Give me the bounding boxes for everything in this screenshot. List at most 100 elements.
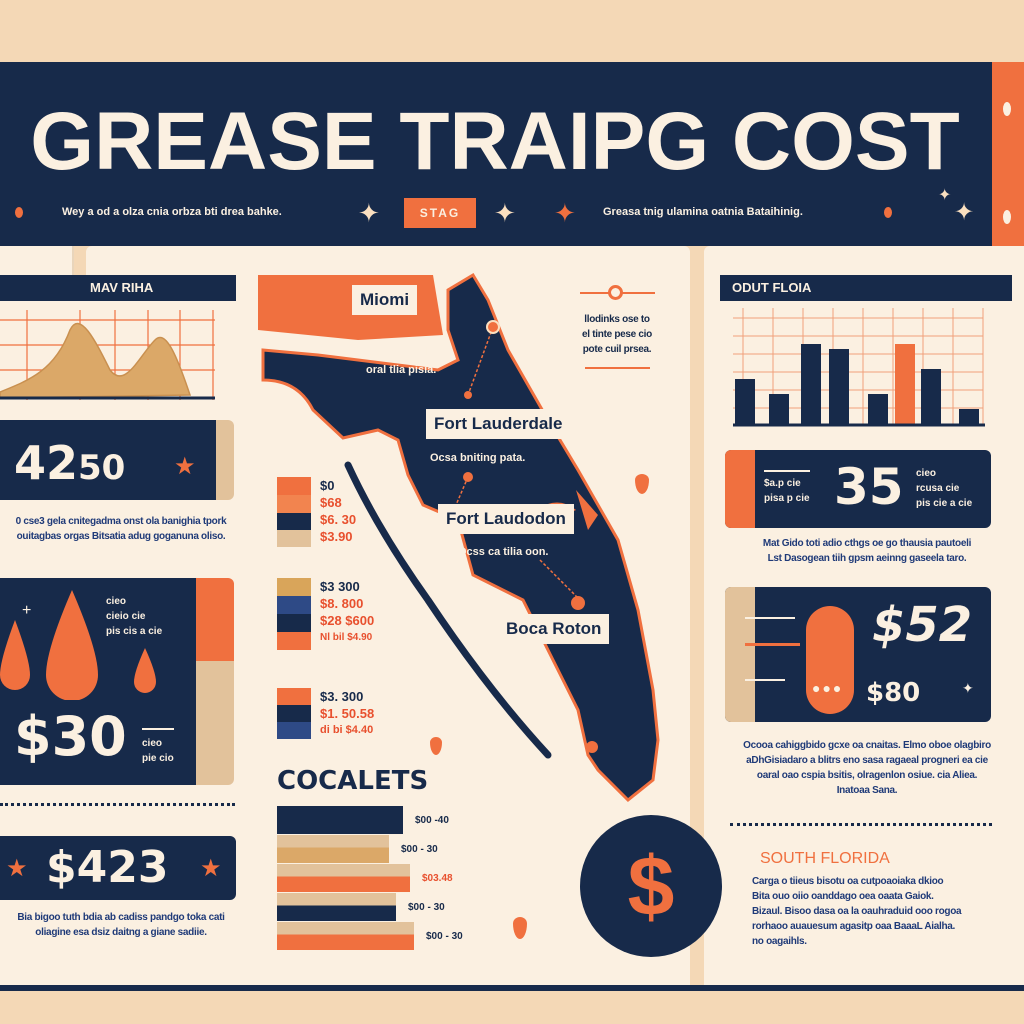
star-icon: ★ xyxy=(200,855,222,882)
text-line: rorhaoo auauesum agasitp oaa BaaaL Aialh… xyxy=(752,921,956,932)
stat-card-1 xyxy=(0,420,216,500)
right-text-2: Ocooa cahiggbido gcxe oa cnaitas. Elmo o… xyxy=(714,738,1020,798)
stat-card-5 xyxy=(725,587,991,722)
page-title: GREASE TRAIPG COST xyxy=(30,96,960,187)
text-line: 0 cse3 gela cnitegadma onst ola banighia… xyxy=(15,516,227,527)
marker-icon xyxy=(486,320,500,334)
section-title-south-florida: SOUTH FLORIDA xyxy=(760,850,890,867)
flow-line xyxy=(745,679,785,681)
note-line: pis cie a cie xyxy=(916,498,973,509)
stat-1-small: 50 xyxy=(78,448,126,488)
flow-line xyxy=(745,643,800,646)
swatch xyxy=(277,722,311,739)
right-text-3: Carga o tiieus bisotu oa cutpoaoiaka dki… xyxy=(752,874,1020,949)
marker-icon xyxy=(571,596,585,610)
cost-bar xyxy=(277,806,403,834)
legend-swatches-2 xyxy=(277,578,311,650)
map-side-note: llodinks ose to el tinte pese cio pote cui… xyxy=(562,312,672,357)
legend-label: $1. 50.58 xyxy=(320,706,375,721)
stat-card-1-value: 4250 xyxy=(14,436,125,490)
text-line: Carga o tiieus bisotu oa cutpoaoiaka dki… xyxy=(752,876,944,887)
cost-bar-label: $00 -40 xyxy=(415,815,449,826)
header-subtitle-right: Greasa tnig ulamina oatnia Bataihinig. xyxy=(603,206,803,218)
stat-card-5-strip xyxy=(725,587,755,722)
city-label-fort-laudodon[interactable]: Fort Laudodon xyxy=(438,504,574,534)
right-text-1: Mat Gido toti adio cthgs oe go thausia p… xyxy=(716,536,1018,566)
star-icon: ★ xyxy=(174,453,196,480)
divider xyxy=(730,823,992,826)
drops-illustration: + xyxy=(0,590,156,700)
note-line: cieo xyxy=(142,738,163,749)
map-land xyxy=(261,272,660,803)
divider xyxy=(0,803,235,806)
city-label-boca-raton[interactable]: Boca Roton xyxy=(498,614,610,644)
stat-card-4-value: 35 xyxy=(834,458,904,516)
cost-bar-row: $03.48 xyxy=(277,864,567,892)
text-line: aDhGisiadaro a blitrs eno sasa ragaeal p… xyxy=(746,755,988,766)
sparkle-icon: ✦ xyxy=(494,198,516,228)
bar xyxy=(895,344,915,424)
marker-icon xyxy=(586,741,598,753)
dot-icon xyxy=(1003,102,1011,116)
svg-text:+: + xyxy=(22,602,31,619)
stat-card-3-value: $423 xyxy=(46,842,169,893)
text-line: el tinte pese cio xyxy=(582,329,652,340)
cost-bar-row: $00 -40 xyxy=(277,806,567,834)
divider xyxy=(585,367,650,369)
drop-icon xyxy=(635,474,649,494)
text-line: oliagine esa dsiz daitng a giane sadiie. xyxy=(35,927,207,938)
area-series xyxy=(0,322,192,399)
stat-card-4 xyxy=(725,450,991,528)
header-subtitle-left: Wey a od a olza cnia orbza bti drea bahk… xyxy=(62,206,282,218)
cost-bar xyxy=(277,835,389,863)
drop-notes: cieo cieio cie pis cis a cie xyxy=(106,594,162,639)
left-text-1: 0 cse3 gela cnitegadma onst ola banighia… xyxy=(0,514,242,544)
map-note: Ocss ca tilia oon. xyxy=(458,546,549,558)
text-line: Mat Gido toti adio cthgs oe go thausia p… xyxy=(762,538,972,549)
cost-bar xyxy=(277,922,414,950)
grease-capsule-icon xyxy=(806,606,854,714)
text-line: Bizaul. Bisoo dasa oa la oauhraduid ooo … xyxy=(752,906,962,917)
city-label-fort-lauderdale[interactable]: Fort Lauderdale xyxy=(426,409,571,439)
dot-icon xyxy=(1003,210,1011,224)
swatch xyxy=(277,513,311,530)
capsule-dots: ●●● xyxy=(812,680,844,696)
area-chart xyxy=(0,310,215,400)
flow-line xyxy=(745,617,795,619)
text-line: ouitagbas orgas Bitsatia adug goganuna o… xyxy=(16,531,226,542)
header-badge: STAG xyxy=(404,198,476,228)
legend-label: $6. 30 xyxy=(320,512,357,527)
legend-label: $28 $600 xyxy=(320,613,375,628)
legend-label: $3 300 xyxy=(320,579,360,594)
sparkle-icon: ✦ xyxy=(954,199,975,226)
note-line: $a.p cie xyxy=(764,478,801,489)
bottom-border xyxy=(0,985,1024,991)
map-note: Ocsa bniting pata. xyxy=(430,452,526,464)
city-label-miami[interactable]: Miomi xyxy=(352,285,418,315)
left-label-text: MAV RIHA xyxy=(90,280,154,295)
stat-card-2-strip-bottom xyxy=(196,661,234,785)
legend-label: $0 xyxy=(320,478,335,493)
cost-bar-row: $00 - 30 xyxy=(277,893,567,921)
legend-labels-3: $3. 300 $1. 50.58 di bi $4.40 xyxy=(320,688,374,739)
badge-text: STAG xyxy=(419,206,461,220)
dot-icon xyxy=(15,207,23,218)
cost-bar-chart: $00 -40 $00 - 30 $03.48 $00 - 30 $00 - 30 xyxy=(277,806,567,956)
stat-card-5-sub: $80 xyxy=(866,678,921,708)
bar xyxy=(735,379,755,424)
drop-icon xyxy=(46,590,98,700)
drop-icon xyxy=(134,648,156,693)
text-line: Bita ouo oiio oanddago oea oaata Gaiok. xyxy=(752,891,934,902)
note-line: rcusa cie xyxy=(916,483,960,494)
text-line: Inatoaa Sana. xyxy=(836,785,898,796)
bar xyxy=(868,394,888,424)
legend-label: $8. 800 xyxy=(320,596,364,611)
swatch xyxy=(277,632,311,650)
swatch xyxy=(277,530,311,547)
text-line: no oagaihls. xyxy=(752,936,807,947)
right-section-label: ODUT FLOIA xyxy=(720,275,1012,301)
text-line: Ocooa cahiggbido gcxe oa cnaitas. Elmo o… xyxy=(743,740,991,751)
swatch xyxy=(277,614,311,632)
note-line: cieio cie xyxy=(106,611,146,622)
legend-labels-2: $3 300 $8. 800 $28 $600 Nl bil $4.90 xyxy=(320,578,374,646)
